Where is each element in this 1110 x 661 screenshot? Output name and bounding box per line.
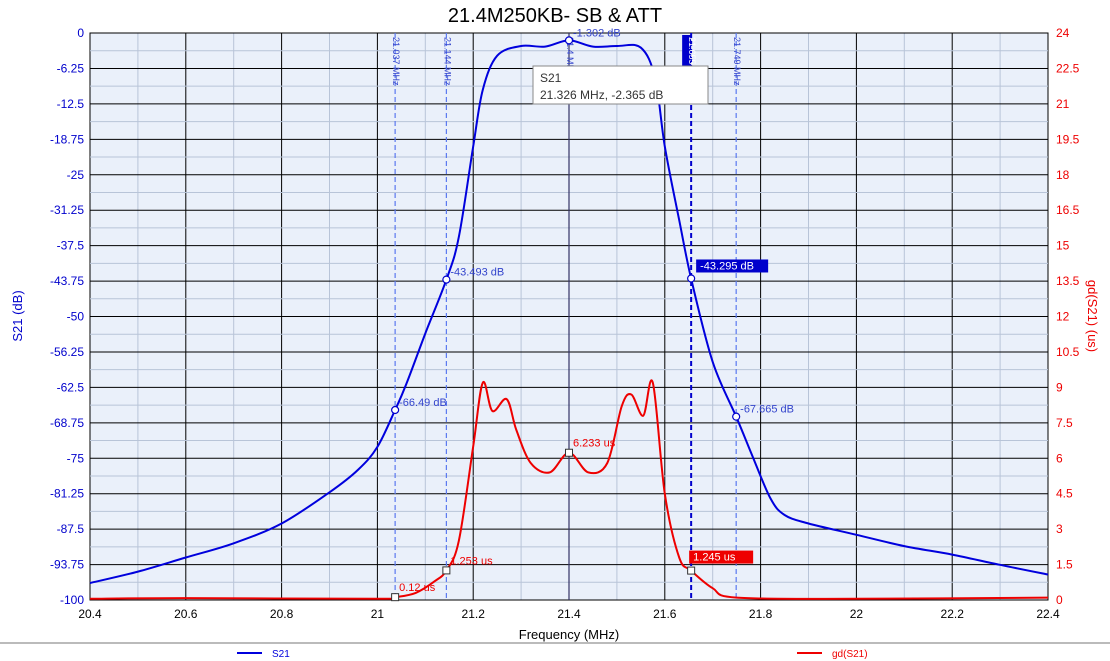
y-right-tick-label: 18 — [1056, 168, 1070, 182]
chart-title: 21.4M250KB- SB & ATT — [448, 5, 662, 27]
y-left-tick-label: -25 — [67, 168, 85, 182]
marker-point — [732, 412, 741, 421]
gd-marker-value-label: 1.253 us — [450, 555, 493, 567]
x-tick-label: 20.6 — [174, 607, 198, 621]
y-left-tick-label: -50 — [67, 310, 85, 324]
marker-value-label: -1.302 dB — [573, 27, 621, 39]
x-tick-label: 21.2 — [462, 607, 486, 621]
legend-gd-label: gd(S21) — [832, 649, 868, 660]
y-left-tick-label: -12.5 — [57, 97, 85, 111]
marker-frequency-label: 21.144 MHz — [442, 37, 452, 86]
y-left-tick-label: -43.75 — [50, 274, 84, 288]
marker-value-label: -43.493 dB — [450, 267, 504, 279]
gd-marker-active-label-bg — [689, 550, 754, 564]
marker-frequency-label: 21.749 MHz — [732, 37, 742, 86]
tooltip-series: S21 — [540, 71, 562, 85]
y-right-tick-label: 4.5 — [1056, 487, 1073, 501]
y-left-tick-label: -56.25 — [50, 345, 84, 359]
y-right-tick-label: 24 — [1056, 26, 1070, 40]
y-right-tick-label: 19.5 — [1056, 132, 1080, 146]
marker-active-tab — [682, 35, 692, 93]
y-left-tick-label: -68.75 — [50, 416, 84, 430]
y-right-tick-label: 15 — [1056, 239, 1070, 253]
y-right-tick-label: 21 — [1056, 97, 1070, 111]
y-left-tick-label: -31.25 — [50, 203, 84, 217]
marker-point — [391, 405, 400, 415]
gd-marker-point — [442, 566, 451, 575]
y-right-axis-label: gd(S21) (us) — [1085, 280, 1100, 352]
y-right-tick-label: 12 — [1056, 310, 1070, 324]
gd-marker-point — [687, 566, 696, 575]
x-tick-label: 22.4 — [1036, 607, 1060, 621]
legend: S21 gd(S21) — [237, 649, 868, 660]
tooltip: S21 21.326 MHz, -2.365 dB — [532, 65, 709, 105]
y-right-tick-label: 6 — [1056, 451, 1063, 465]
gd-marker-point — [565, 448, 573, 457]
marker-points: -66.49 dB -43.493 dB -1.302 dB -43.295 dB -6… — [391, 27, 794, 602]
gd-marker-point — [391, 593, 400, 602]
y-right-tick-label: 13.5 — [1056, 274, 1080, 288]
marker-value-label: -66.49 dB — [399, 397, 447, 409]
y-left-axis-label: S21 (dB) — [10, 290, 25, 341]
x-tick-label: 21 — [371, 607, 385, 621]
marker-point — [687, 274, 696, 283]
legend-s21-label: S21 — [272, 649, 290, 660]
x-tick-label: 21.4 — [557, 607, 581, 621]
marker-frequency-label: 21.655 MHz — [687, 37, 697, 86]
y-left-tick-label: -81.25 — [50, 487, 84, 501]
y-right-tick-label: 9 — [1056, 380, 1063, 394]
x-tick-label: 20.8 — [270, 607, 294, 621]
gd-marker-value-label: 6.233 us — [573, 438, 616, 450]
y-left-tick-label: -18.75 — [50, 132, 84, 146]
y-right-tick-label: 1.5 — [1056, 558, 1073, 572]
marker-frequency-label: 21.037 MHz — [391, 37, 401, 86]
marker-point — [442, 275, 451, 284]
marker-value-label: -43.295 dB — [700, 260, 754, 272]
x-tick-label: 22.2 — [941, 607, 965, 621]
x-tick-label: 20.4 — [78, 607, 102, 621]
marker-frequency-label: 21.4 MHz — [565, 37, 575, 76]
x-tick-label: 21.8 — [749, 607, 773, 621]
y-right-tick-label: 7.5 — [1056, 416, 1073, 430]
y-left-tick-label: -62.5 — [57, 380, 85, 394]
marker-value-label: -67.665 dB — [740, 404, 794, 416]
y-left-tick-label: -87.5 — [57, 522, 85, 536]
y-left-tick-label: -37.5 — [57, 239, 85, 253]
gd-marker-value-label: 1.245 us — [693, 552, 736, 564]
y-left-tick-label: -75 — [67, 451, 85, 465]
x-tick-label: 22 — [850, 607, 864, 621]
x-axis-label: Frequency (MHz) — [519, 627, 619, 642]
y-left-tick-label: -93.75 — [50, 558, 84, 572]
y-right-tick-label: 0 — [1056, 593, 1063, 607]
tooltip-box — [532, 65, 709, 105]
marker-point — [564, 36, 574, 45]
y-right-tick-label: 10.5 — [1056, 345, 1080, 359]
x-tick-label: 21.6 — [653, 607, 677, 621]
right-axis-ticks: 24 22.5 21 19.5 18 16.5 15 13.5 12 10.5 9 7.5 6 4.5 3 1… — [1056, 26, 1080, 607]
y-right-tick-label: 16.5 — [1056, 203, 1080, 217]
y-left-tick-label: -100 — [60, 593, 84, 607]
x-axis-ticks: 20.4 20.6 20.8 21 21.2 21.4 21.6 21.8 22 22.2 22.4 — [78, 607, 1060, 621]
y-left-tick-label: -6.25 — [57, 61, 85, 75]
gd-marker-value-label: 0.12 us — [399, 582, 436, 594]
tooltip-value: 21.326 MHz, -2.365 dB — [540, 88, 663, 102]
left-axis-ticks: 0 -6.25 -12.5 -18.75 -25 -31.25 -37.5 -43.75 -50… — [50, 26, 84, 607]
y-left-tick-label: 0 — [77, 26, 84, 40]
y-right-tick-label: 22.5 — [1056, 61, 1080, 75]
markers: 21.037 MHz 21.144 MHz 21.4 MHz 21.655 MHz 21… — [391, 33, 742, 600]
marker-active-label-bg — [696, 259, 769, 273]
y-right-tick-label: 3 — [1056, 522, 1063, 536]
